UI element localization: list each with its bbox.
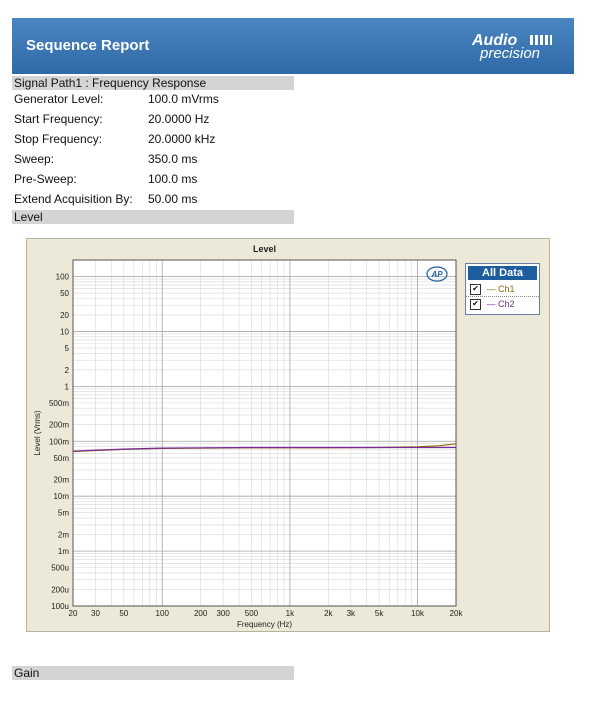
parameter-value: 50.00 ms — [148, 192, 198, 206]
series-line-ch2 — [72, 446, 456, 452]
y-tick-label: 500u — [51, 564, 69, 573]
x-tick-label: 10k — [411, 609, 425, 618]
y-tick-label: 20m — [53, 476, 69, 485]
parameter-label: Sweep: — [14, 152, 55, 166]
legend-label-ch2: Ch2 — [498, 299, 515, 309]
y-tick-label: 100m — [49, 437, 69, 446]
checkbox-checked-icon[interactable]: ✔ — [470, 299, 481, 311]
legend-item-ch2[interactable]: ✔ — Ch2 — [466, 296, 539, 311]
chart-legend: All Data ✔ — Ch1 ✔ — Ch2 — [465, 263, 540, 315]
checkbox-checked-icon[interactable]: ✔ — [470, 284, 481, 296]
plot-area — [73, 260, 456, 606]
legend-swatch-ch2: — — [486, 299, 496, 309]
plot-border — [72, 259, 457, 607]
parameter-label: Generator Level: — [14, 92, 104, 106]
x-tick-label: 3k — [347, 609, 356, 618]
legend-swatch-ch1: — — [486, 284, 496, 294]
y-tick-label: 100u — [51, 602, 69, 611]
parameter-label: Pre-Sweep: — [14, 172, 77, 186]
y-tick-label: 2 — [65, 366, 70, 375]
y-tick-label: 5m — [58, 509, 69, 518]
y-tick-label: 10m — [53, 492, 69, 501]
parameter-value: 20.0000 kHz — [148, 132, 216, 146]
legend-item-ch1[interactable]: ✔ — Ch1 — [466, 282, 539, 296]
y-tick-label: 10 — [60, 327, 69, 336]
x-tick-label: 300 — [216, 609, 230, 618]
parameter-label: Extend Acquisition By: — [14, 192, 133, 206]
y-axis-label: Level (Vrms) — [33, 410, 42, 455]
level-section-heading: Level — [12, 210, 294, 224]
audio-precision-logo: Audio precision — [472, 32, 552, 62]
logo-text-bottom: precision — [480, 45, 541, 62]
parameter-label: Start Frequency: — [14, 112, 103, 126]
x-tick-label: 30 — [91, 609, 100, 618]
x-tick-label: 2k — [324, 609, 333, 618]
logo-bars-icon — [530, 35, 552, 45]
y-tick-label: 1 — [65, 382, 70, 391]
x-axis-label: Frequency (Hz) — [237, 620, 292, 629]
ap-logo-glyph: AP — [430, 270, 443, 279]
parameter-value: 100.0 ms — [148, 172, 198, 186]
y-tick-label: 500m — [49, 399, 69, 408]
report-title: Sequence Report — [26, 37, 150, 54]
x-tick-label: 100 — [156, 609, 170, 618]
y-tick-label: 1m — [58, 547, 69, 556]
y-tick-label: 200m — [49, 421, 69, 430]
x-tick-label: 200 — [194, 609, 208, 618]
y-tick-label: 200u — [51, 585, 69, 594]
ap-logo-icon — [426, 266, 448, 282]
gain-section-heading: Gain — [12, 666, 294, 680]
legend-label-ch1: Ch1 — [498, 284, 515, 294]
parameter-value: 350.0 ms — [148, 152, 198, 166]
x-tick-label: 500 — [245, 609, 259, 618]
parameter-label: Stop Frequency: — [14, 132, 103, 146]
y-tick-label: 50m — [53, 454, 69, 463]
parameter-value: 100.0 mVrms — [148, 92, 219, 106]
x-tick-label: 20k — [450, 609, 464, 618]
signal-path-heading: Signal Path1 : Frequency Response — [12, 76, 294, 90]
y-tick-label: 5 — [65, 344, 70, 353]
y-tick-label: 2m — [58, 531, 69, 540]
parameter-value: 20.0000 Hz — [148, 112, 210, 126]
y-tick-label: 100 — [56, 273, 70, 282]
x-tick-label: 20 — [69, 609, 78, 618]
x-tick-label: 1k — [286, 609, 295, 618]
y-tick-label: 20 — [60, 311, 69, 320]
report-header: Sequence Report Audio precision — [12, 18, 574, 74]
x-tick-label: 50 — [119, 609, 128, 618]
legend-title: All Data — [468, 266, 537, 280]
logo-text-top: Audio — [472, 32, 518, 49]
x-tick-label: 5k — [375, 609, 384, 618]
y-tick-label: 50 — [60, 289, 69, 298]
chart-title: Level — [253, 244, 276, 254]
